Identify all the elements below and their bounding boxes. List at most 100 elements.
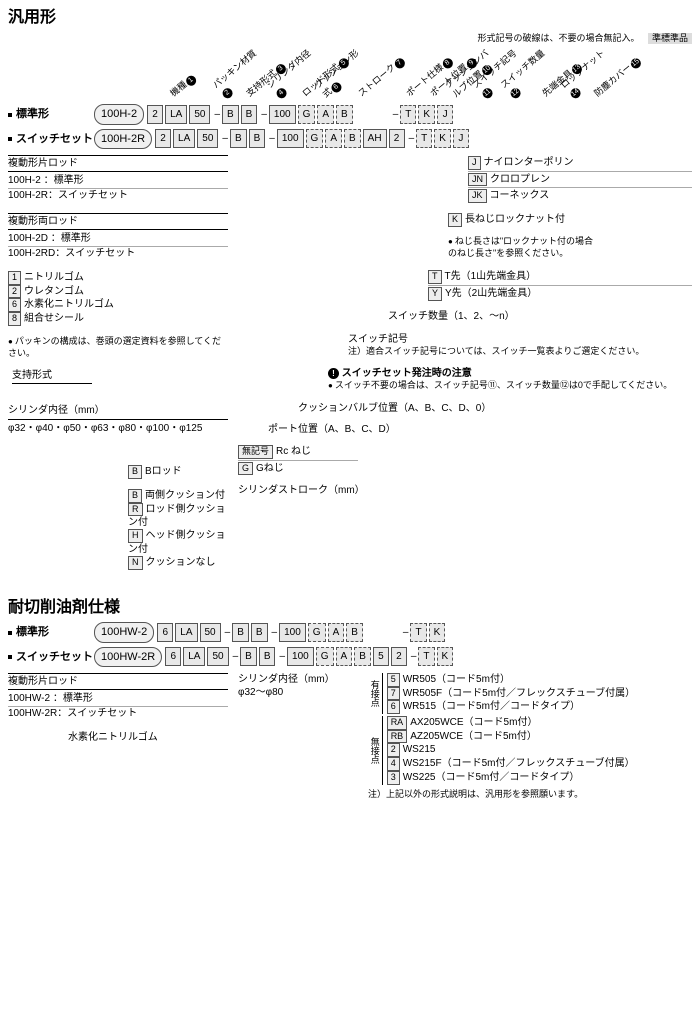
code-row: 標準形100H-22LA50–BB–100GAB–TKJ [8, 104, 692, 124]
diagonal-label-row: 機種1パッキン材質2支持形式3シリンダ内径4ロッド形式5クッション形式6ストロー… [8, 46, 692, 100]
code-cell: 100 [277, 129, 304, 148]
code-cell: 2 [389, 129, 405, 148]
switch-sym-head: スイッチ記号 [348, 333, 692, 346]
option-code: B [128, 465, 142, 479]
code-cell: AH [363, 129, 387, 148]
option-text: ナイロンターポリン [484, 157, 574, 168]
code-cell: K [434, 129, 451, 148]
option-line: TT先（1山先端金具） [428, 269, 692, 286]
option-text: WS215 [403, 744, 436, 755]
option-line: 1ニトリルゴム [8, 271, 228, 285]
code-cell: G [306, 129, 324, 148]
option-text: ヘッド側クッション付 [128, 530, 226, 555]
code-cell: G [308, 623, 326, 642]
bore-list: φ32・φ40・φ50・φ63・φ80・φ100・φ125 [8, 422, 228, 435]
code-cell: LA [183, 647, 205, 666]
s2-rod-head: 複動形片ロッド [8, 673, 228, 690]
option-code: 2 [387, 743, 400, 757]
code-row: スイッチセット100H-2R2LA50–BB–100GABAH2–TKJ [8, 129, 692, 149]
code-cell: 2 [391, 647, 407, 666]
code-cell: B [344, 129, 361, 148]
option-line: BBロッド [128, 465, 228, 479]
option-text: 両側クッション付 [145, 490, 225, 501]
option-text: WS215F（コード5m付／フレックスチューブ付属） [403, 758, 635, 769]
option-code: N [128, 556, 143, 570]
contact-yes-label: 有接点 [368, 673, 383, 714]
row-label: 標準形 [16, 107, 94, 121]
option-text: ウレタンゴム [24, 286, 84, 297]
option-line: JNクロロプレン [468, 172, 692, 189]
order-note: スイッチ不要の場合は、スイッチ記号⑪、スイッチ数量⑫は0で手配してください。 [328, 380, 692, 392]
option-text: T先（1山先端金具） [445, 271, 537, 282]
option-code: 1 [8, 271, 21, 285]
option-line: 8組合せシール [8, 312, 228, 326]
option-line: 7WR505F（コード5m付／フレックスチューブ付属） [387, 687, 692, 701]
option-code: RA [387, 716, 408, 730]
option-line: 2WS215 [387, 743, 692, 757]
option-line: 無記号Rc ねじ [238, 444, 358, 461]
option-line: K長ねじロックナット付 [448, 212, 692, 228]
switch-qty: スイッチ数量（1、2、～n） [388, 310, 692, 323]
callout-label: パッキン材質2 [211, 44, 272, 101]
code-cell: B [354, 647, 371, 666]
code-cell: B [241, 105, 258, 124]
code-cell: 50 [189, 105, 210, 124]
rod-form: BBロッド [128, 465, 228, 479]
s2-footnote: 注）上記以外の形式説明は、汎用形を参照願います。 [368, 789, 692, 801]
option-code: JK [468, 189, 487, 203]
contact-no-label: 無接点 [368, 716, 383, 784]
list-item: 100HW-2 ：標準形 [8, 692, 228, 707]
option-line: Nクッションなし [128, 556, 228, 570]
option-line: 2ウレタンゴム [8, 285, 228, 299]
option-code: JN [468, 173, 487, 187]
tip-group: TT先（1山先端金具）YY先（2山先端金具） [428, 269, 692, 301]
model-pill: 100H-2 [94, 104, 144, 124]
option-code: 7 [387, 687, 400, 701]
option-text: WR505（コード5m付） [403, 674, 510, 685]
code-cell: B [251, 623, 268, 642]
right-column: JナイロンターポリンJNクロロプレンJKコーネックス K長ねじロックナット付 ね… [238, 155, 692, 580]
option-code: Y [428, 287, 442, 301]
option-text: Bロッド [145, 466, 182, 477]
cushion-valve-pos: クッションバルブ位置（A、B、C、D、0） [298, 402, 692, 415]
code-cell: LA [175, 623, 197, 642]
code-cell: 6 [157, 623, 173, 642]
code-cell: B [259, 647, 276, 666]
code-cell: 100 [269, 105, 296, 124]
section-cutting-oil: 耐切削油剤仕様 標準形100HW-26LA50–BB–100GAB–TKスイッチ… [8, 598, 692, 801]
stroke-label: シリンダストローク（mm） [238, 484, 692, 497]
code-cell: G [298, 105, 316, 124]
option-code: 6 [387, 700, 400, 714]
option-line: 5WR505（コード5m付） [387, 673, 692, 687]
code-cell: B [249, 129, 266, 148]
code-cell: B [222, 105, 239, 124]
cushion-form: B両側クッション付Rロッド側クッション付Hヘッド側クッション付Nクッションなし [128, 489, 228, 570]
thread-group: 無記号Rc ねじGGねじ [238, 444, 358, 476]
code-cell: K [418, 105, 435, 124]
code-cell: 5 [373, 647, 389, 666]
row-label: スイッチセット [16, 132, 94, 146]
option-line: 6WR515（コード5m付／コードタイプ） [387, 700, 692, 714]
code-cell: B [240, 647, 257, 666]
left-column: 複動形片ロッド 100H-2 ：標準形100H-2R：スイッチセット 複動形両ロ… [8, 155, 228, 580]
code-cell: G [316, 647, 334, 666]
option-text: WR515（コード5m付／コードタイプ） [403, 701, 580, 712]
row-label: 標準形 [16, 625, 94, 639]
code-cell: 6 [165, 647, 181, 666]
option-text: ロッド側クッション付 [128, 504, 226, 529]
code-row: スイッチセット100HW-2R6LA50–BB–100GAB52–TK [8, 647, 692, 667]
bore-head: シリンダ内径（mm） [8, 404, 228, 417]
option-code: 3 [387, 771, 400, 785]
option-code: G [238, 462, 253, 476]
model-pill: 100HW-2R [94, 647, 162, 667]
code-cell: 100 [279, 623, 306, 642]
support-form: 支持形式 [8, 369, 228, 384]
code-cell: K [437, 647, 454, 666]
rod-single-head: 複動形片ロッド [8, 155, 228, 172]
option-text: ニトリルゴム [24, 272, 84, 283]
option-text: コーネックス [490, 190, 550, 201]
code-cell: J [453, 129, 469, 148]
option-line: GGねじ [238, 461, 358, 477]
code-cell: LA [165, 105, 187, 124]
option-code: K [448, 213, 462, 227]
